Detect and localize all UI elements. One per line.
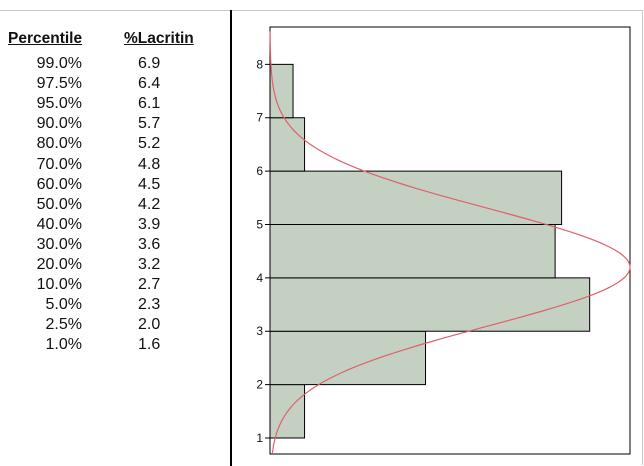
histogram-bar-4 <box>269 223 556 279</box>
histogram-bar-6 <box>269 117 306 172</box>
histogram-bar-3 <box>269 277 591 332</box>
table-cell-percentile: 1.0% <box>45 336 82 354</box>
table-cell-lacritin: 2.7 <box>138 276 161 294</box>
normal-fit-curve <box>269 31 631 454</box>
table-cell-percentile: 60.0% <box>36 175 82 193</box>
table-cell-lacritin: 5.7 <box>138 115 161 133</box>
table-cell-percentile: 5.0% <box>45 296 82 314</box>
y-tick-label: 5 <box>256 217 263 231</box>
histogram-bar-2 <box>269 330 427 386</box>
table-cell-percentile: 95.0% <box>36 95 82 113</box>
table-cell-percentile: 50.0% <box>36 195 82 213</box>
table-cell-lacritin: 5.2 <box>138 135 161 153</box>
table-cell-lacritin: 6.1 <box>138 95 161 113</box>
table-cell-lacritin: 2.0 <box>138 316 161 334</box>
header-percentile: Percentile <box>8 30 83 47</box>
table-cell-lacritin: 6.9 <box>138 55 161 72</box>
table-cell-lacritin: 2.3 <box>138 296 161 314</box>
table-cell-percentile: 99.0% <box>36 55 82 72</box>
histogram-bar-7 <box>269 63 294 119</box>
table-cell-lacritin: 1.6 <box>138 336 161 354</box>
y-tick-label: 3 <box>256 324 263 338</box>
table-cell-lacritin: 3.2 <box>138 256 161 273</box>
header-lacritin: %Lacritin <box>124 30 194 47</box>
page-frame <box>0 10 643 465</box>
y-tick-label: 1 <box>256 431 263 445</box>
table-cell-percentile: 30.0% <box>36 235 82 253</box>
y-tick-label: 6 <box>256 164 263 178</box>
table-cell-lacritin: 4.5 <box>138 175 161 193</box>
bar-group <box>269 63 591 439</box>
y-tick-label: 2 <box>256 378 263 392</box>
table-cell-lacritin: 4.8 <box>138 155 161 173</box>
table-cell-percentile: 10.0% <box>36 276 82 294</box>
table-cell-percentile: 2.5% <box>45 316 82 334</box>
table-cell-lacritin: 3.9 <box>138 215 161 233</box>
table-cell-percentile: 80.0% <box>36 135 82 153</box>
table-cell-percentile: 90.0% <box>36 115 82 133</box>
y-axis: 1 2 3 4 5 6 7 8 <box>256 57 270 445</box>
panel-divider <box>230 10 232 466</box>
y-tick-label: 8 <box>256 57 263 71</box>
y-tick-label: 4 <box>256 271 263 285</box>
table-cell-lacritin: 4.2 <box>138 195 161 213</box>
table-cell-lacritin: 6.4 <box>138 75 161 93</box>
table-cell-percentile: 97.5% <box>36 75 82 93</box>
table-cell-percentile: 40.0% <box>36 215 82 233</box>
table-cell-percentile: 70.0% <box>36 155 82 173</box>
table-cell-lacritin: 3.6 <box>138 235 161 253</box>
y-tick-label: 7 <box>256 111 263 125</box>
table-cell-percentile: 20.0% <box>36 256 82 273</box>
